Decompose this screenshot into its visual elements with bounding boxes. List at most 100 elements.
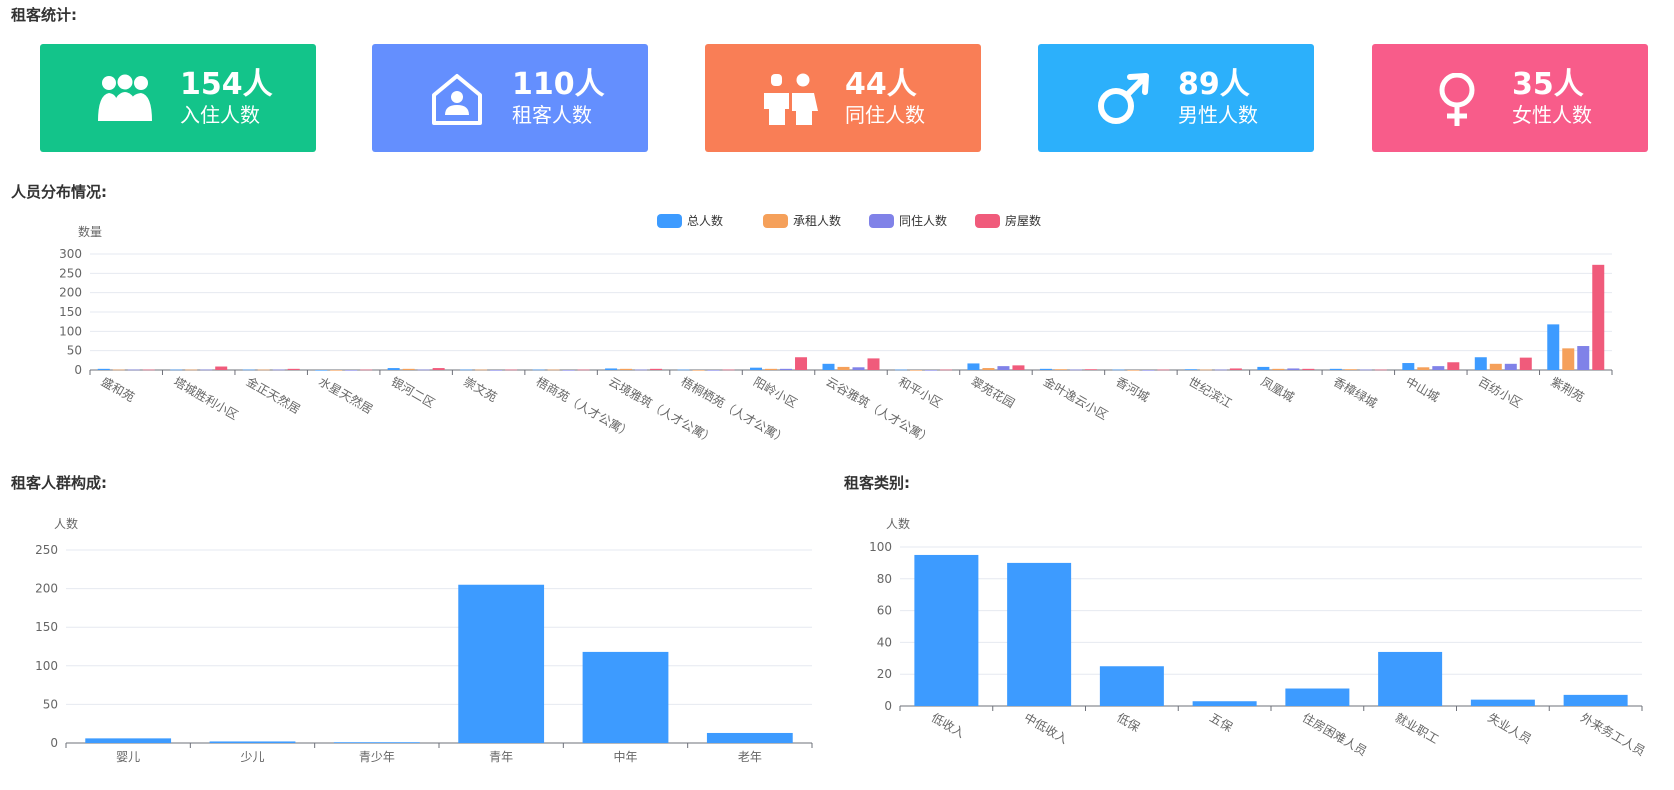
bar [432,368,445,370]
bar [215,366,228,370]
y-tick-label: 100 [869,540,892,554]
bar [1302,368,1315,370]
bar [1127,370,1140,371]
bar [1344,369,1357,370]
x-tick-label: 五保 [1207,710,1235,734]
bar [909,370,922,371]
card-label: 入住人数 [180,103,260,127]
bar [706,732,793,743]
couple-icon [761,73,819,127]
bar [185,369,198,371]
bar [417,369,430,371]
card-value: 154人 [180,67,273,102]
bar [924,370,937,371]
x-tick-label: 金正天然居 [244,374,303,417]
bar [577,369,590,371]
card-cohabitants[interactable]: 44人 同住人数 [705,44,981,152]
y-tick-label: 100 [59,324,82,338]
bar [142,369,155,371]
y-axis-label: 人数 [886,516,910,531]
bar [1112,369,1125,371]
bar [315,370,328,371]
card-label: 男性人数 [1178,103,1258,127]
y-tick-label: 200 [35,582,58,596]
y-tick-label: 250 [59,266,82,280]
legend-swatch [657,214,682,228]
bar [722,369,735,371]
bar [1257,366,1270,370]
bar [460,369,473,371]
legend: 总人数 承租人数 同住人数 房屋数 [657,213,1041,228]
bar [1378,651,1443,706]
bar [1547,324,1560,370]
x-tick-label: 崇文苑 [461,374,500,405]
bar [635,369,648,371]
x-tick-label: 中低收入 [1022,710,1071,747]
bar [795,357,808,370]
card-tenants[interactable]: 110人 租客人数 [372,44,648,152]
bar [894,369,907,371]
bar [1069,369,1082,371]
card-female[interactable]: 35人 女性人数 [1372,44,1648,152]
legend-swatch [869,214,894,228]
card-value: 110人 [512,67,605,102]
category-section-title: 租客类别: [844,474,910,492]
x-tick-label: 世纪滨江 [1186,374,1235,411]
bar [532,369,545,371]
bar [765,368,778,370]
bar [620,368,633,370]
stats-section-title: 租客统计: [11,6,77,24]
x-tick-label: 外来务工人员 [1578,710,1648,759]
card-male[interactable]: 89人 男性人数 [1038,44,1314,152]
bar [387,368,400,370]
x-tick-label: 老年 [738,750,762,764]
bar [1142,370,1155,371]
bar [97,368,110,370]
x-tick-label: 青年 [489,750,513,764]
bar [1099,666,1164,706]
bar [562,370,575,371]
bar [1199,369,1212,371]
bar [475,369,488,371]
x-tick-label: 住房困难人员 [1300,710,1370,759]
x-tick-label: 婴儿 [116,750,140,764]
bar [505,369,518,371]
x-tick-label: 香河城 [1113,374,1151,404]
card-checkin[interactable]: 154人 入住人数 [40,44,316,152]
male-icon [1094,73,1152,127]
x-tick-label: 和平小区 [896,374,945,410]
bar [692,370,705,371]
bar [605,368,618,370]
legend-swatch [975,214,1000,228]
x-tick-label: 就业职工 [1393,710,1442,746]
x-tick-label: 水星天然居 [316,374,375,417]
bar [458,584,545,743]
bar [997,366,1010,370]
bar [707,370,720,371]
bar [402,368,415,370]
bar [1329,368,1342,370]
bar [780,368,793,370]
bar [1157,369,1170,371]
bar [852,367,865,370]
bar [1470,699,1535,706]
legend-item: 房屋数 [975,213,1041,228]
group-icon [96,73,154,127]
bar [1285,688,1350,706]
y-tick-label: 40 [877,635,892,649]
y-tick-label: 80 [877,572,892,586]
bar [1417,367,1430,370]
y-tick-label: 150 [59,305,82,319]
card-value: 89人 [1178,67,1250,102]
card-value: 44人 [845,67,917,102]
y-tick-label: 300 [59,247,82,261]
x-tick-label: 青少年 [359,750,395,764]
bar [1592,264,1605,370]
bar [1054,369,1067,370]
composition-section-title: 租客人群构成: [11,474,107,492]
bar [1489,363,1502,370]
bar [967,363,980,370]
legend-item: 承租人数 [763,213,841,228]
y-axis-label: 人数 [54,516,78,531]
bar [750,367,763,370]
